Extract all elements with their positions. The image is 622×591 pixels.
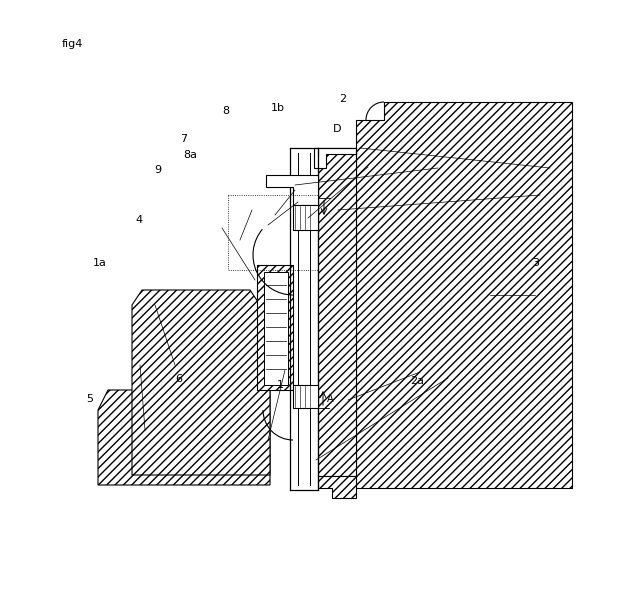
Polygon shape bbox=[98, 390, 270, 485]
Polygon shape bbox=[314, 148, 356, 168]
Text: 9: 9 bbox=[154, 165, 161, 175]
Text: D: D bbox=[333, 124, 341, 134]
Polygon shape bbox=[132, 290, 270, 475]
Text: 6: 6 bbox=[175, 375, 182, 384]
Text: 1a: 1a bbox=[93, 258, 107, 268]
Text: fig4: fig4 bbox=[62, 40, 83, 49]
Text: 8: 8 bbox=[223, 106, 230, 116]
Text: 8a: 8a bbox=[183, 150, 198, 160]
Text: 4: 4 bbox=[136, 215, 142, 225]
Bar bbox=[264, 272, 288, 385]
Text: 1: 1 bbox=[277, 381, 284, 390]
Polygon shape bbox=[356, 102, 572, 488]
Text: 2a: 2a bbox=[411, 376, 425, 386]
Text: 2: 2 bbox=[339, 95, 346, 104]
Polygon shape bbox=[318, 476, 356, 498]
Polygon shape bbox=[318, 148, 356, 476]
Bar bbox=[293, 385, 318, 408]
Text: 3: 3 bbox=[532, 258, 539, 268]
Text: 7: 7 bbox=[180, 134, 187, 144]
Bar bbox=[257, 265, 293, 390]
Text: A: A bbox=[327, 394, 333, 404]
Text: 1b: 1b bbox=[271, 103, 285, 112]
Polygon shape bbox=[266, 175, 318, 205]
Bar bbox=[293, 205, 318, 230]
Text: 5: 5 bbox=[86, 394, 93, 404]
